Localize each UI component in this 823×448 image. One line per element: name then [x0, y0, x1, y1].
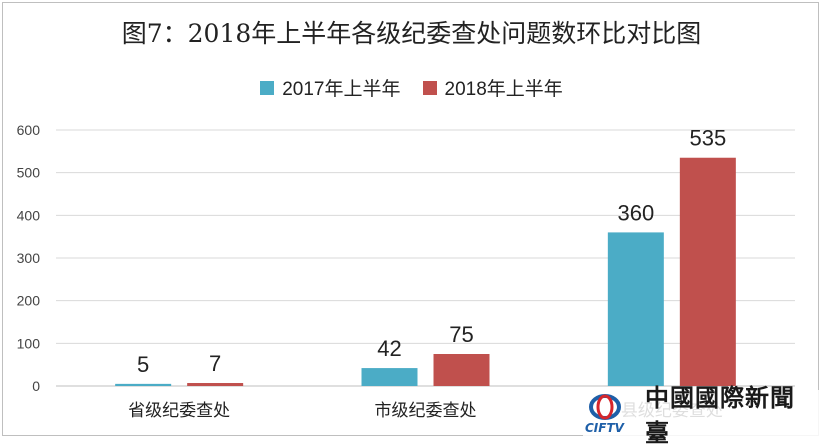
legend-label-2018: 2018年上半年: [444, 79, 563, 100]
watermark-logo-text: CIFTV: [585, 421, 626, 435]
legend-swatch-2017: [260, 80, 275, 95]
legend-item-2017: 2017年上半年: [260, 74, 401, 101]
y-tick-label-200: 200: [17, 293, 41, 309]
y-tick-label-300: 300: [17, 250, 41, 266]
chart-title: 图7：2018年上半年各级纪委查处问题数环比对比图: [121, 19, 702, 48]
legend-item-2018: 2018年上半年: [422, 74, 563, 101]
bar-0-0: [115, 383, 172, 386]
bar-0-1: [187, 383, 244, 386]
y-tick-label-600: 600: [17, 122, 41, 138]
cifv-logo-icon: CIFTV: [583, 391, 639, 435]
data-label-2-1: 535: [689, 126, 726, 151]
category-label-1: 市级纪委查处: [375, 401, 477, 420]
data-label-0-1: 7: [209, 351, 221, 376]
chart-legend: 2017年上半年 2018年上半年: [0, 74, 823, 101]
bar-2-1: [679, 157, 736, 386]
y-tick-label-0: 0: [32, 378, 40, 394]
data-label-0-0: 5: [137, 352, 149, 377]
data-label-1-0: 42: [377, 336, 401, 361]
y-tick-label-500: 500: [17, 165, 41, 181]
bar-1-0: [361, 368, 418, 386]
watermark-text: 中國國際新聞臺: [645, 384, 795, 447]
data-label-2-0: 360: [617, 200, 654, 225]
y-tick-label-100: 100: [17, 335, 41, 351]
legend-swatch-2018: [422, 80, 437, 95]
legend-label-2017: 2017年上半年: [282, 79, 401, 100]
category-label-0: 省级纪委查处: [128, 401, 230, 420]
y-tick-label-400: 400: [17, 207, 41, 223]
data-label-1-1: 75: [449, 322, 473, 347]
bar-1-1: [433, 354, 490, 386]
watermark: CIFTV 中國國際新聞臺: [583, 384, 819, 447]
bar-2-0: [607, 232, 664, 386]
